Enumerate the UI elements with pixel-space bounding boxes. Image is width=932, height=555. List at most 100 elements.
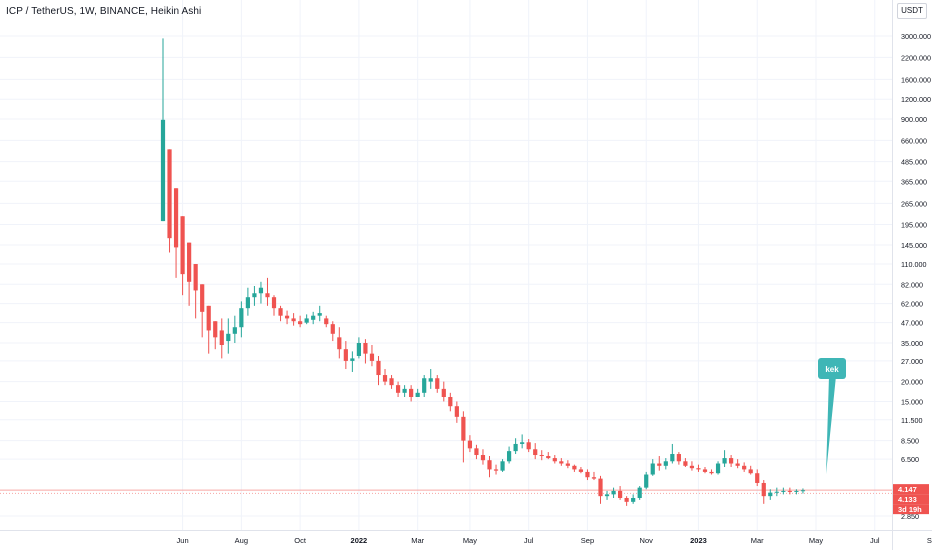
candle — [500, 459, 505, 472]
annotation-text: kek — [825, 365, 839, 374]
candle-body — [167, 149, 172, 239]
candle — [644, 471, 649, 490]
y-tick-label: 27.000 — [901, 357, 923, 366]
y-tick-label: 1200.000 — [901, 95, 931, 104]
candle — [376, 355, 381, 386]
candle — [369, 345, 375, 367]
candle-body — [578, 469, 584, 472]
candle-body — [271, 297, 277, 309]
candle — [774, 487, 779, 497]
candle-body — [513, 443, 518, 452]
y-tick-label: 265.000 — [901, 199, 927, 208]
candle-body — [402, 388, 407, 393]
annotation-pointer — [826, 376, 836, 474]
candle-body — [539, 455, 544, 457]
candle-body — [748, 469, 753, 474]
candle — [715, 461, 721, 475]
countdown-badge-bg — [893, 504, 929, 515]
currency-button[interactable]: USDT — [897, 3, 927, 19]
candle-body — [794, 490, 799, 492]
candle — [480, 449, 486, 465]
candle — [409, 385, 414, 402]
candle — [676, 452, 681, 465]
x-tick-label: May — [463, 536, 477, 545]
current-price-badge-text: 4.133 — [898, 495, 917, 504]
candle — [742, 462, 747, 472]
candle — [206, 305, 211, 354]
x-tick-label: Jul — [870, 536, 880, 545]
candle — [624, 496, 629, 506]
candle — [768, 489, 773, 500]
candle — [441, 381, 446, 402]
candle-body — [245, 297, 250, 309]
candle-body — [729, 458, 734, 464]
candle-body — [480, 455, 486, 461]
candle-body — [591, 477, 597, 479]
candle-body — [742, 465, 747, 470]
candle-body — [219, 330, 224, 346]
candle-body — [226, 333, 231, 342]
countdown-badge: 3d 19h — [893, 504, 929, 515]
candle — [200, 284, 205, 338]
candle — [565, 460, 570, 469]
candle-body — [278, 308, 283, 316]
candle — [258, 281, 264, 304]
candle-body — [232, 327, 237, 334]
x-tick-label: 2022 — [351, 536, 368, 545]
candle-body — [454, 406, 459, 417]
candle — [800, 488, 806, 494]
candle — [755, 469, 760, 487]
countdown-badge-text: 3d 19h — [898, 505, 922, 514]
x-tick-label: 2023 — [690, 536, 707, 545]
candle-body — [618, 490, 623, 498]
candle-body — [193, 264, 198, 291]
y-tick-label: 195.000 — [901, 221, 927, 230]
candle — [702, 466, 708, 474]
x-axis: Jun Aug Oct 2022 Mar May Jul Sep Nov 2023 Mar May Ju… — [177, 536, 932, 545]
y-tick-label: 485.000 — [901, 158, 927, 167]
candle — [683, 458, 688, 467]
candle-body — [441, 388, 446, 397]
candle — [454, 401, 459, 423]
candle — [631, 494, 636, 504]
y-tick-label: 110.000 — [901, 260, 926, 269]
y-tick-label: 1600.000 — [901, 75, 931, 84]
candle-body — [624, 497, 629, 502]
gridlines — [0, 0, 892, 530]
candle-body — [774, 491, 779, 493]
candle-body — [565, 463, 570, 466]
candle — [748, 465, 753, 475]
candle-body — [800, 490, 806, 492]
x-tick-label: Oct — [294, 536, 307, 545]
candle-body — [637, 487, 642, 498]
candle — [657, 456, 662, 471]
candle-body — [611, 490, 616, 495]
y-tick-label: 15.000 — [901, 397, 923, 406]
x-tick-label: Sep — [581, 536, 594, 545]
y-tick-label: 660.000 — [901, 136, 927, 145]
y-tick-label: 62.000 — [901, 300, 923, 309]
candle — [585, 469, 590, 481]
candle-body — [631, 497, 636, 502]
candle — [180, 216, 185, 296]
candle — [382, 369, 388, 386]
candle — [402, 385, 407, 397]
annotation-callout[interactable]: kek — [818, 358, 846, 474]
candle — [689, 461, 695, 471]
candle — [422, 375, 427, 397]
candle-body — [585, 471, 590, 478]
x-tick-label: Jun — [177, 536, 189, 545]
candle — [729, 455, 734, 467]
candle-body — [311, 315, 316, 320]
current-price-badge-bg — [893, 494, 929, 505]
candle — [252, 285, 257, 306]
candle-body — [415, 392, 420, 397]
candle — [284, 310, 290, 325]
candle-body — [213, 321, 218, 338]
candle — [474, 444, 479, 460]
candle-body — [350, 358, 355, 361]
candle-body — [317, 313, 322, 316]
candle — [173, 188, 179, 278]
candle — [415, 388, 420, 397]
